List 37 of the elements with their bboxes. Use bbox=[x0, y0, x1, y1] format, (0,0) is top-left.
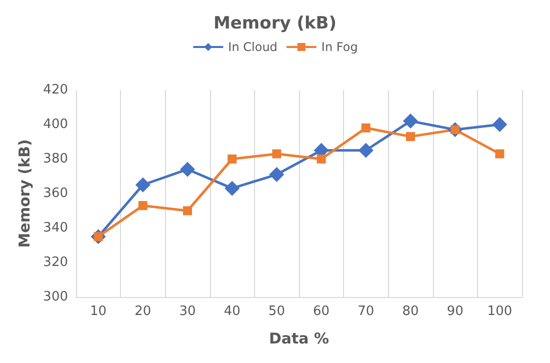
y-tick-label: 300 bbox=[43, 290, 68, 304]
point bbox=[358, 142, 374, 158]
legend-label: In Cloud bbox=[228, 40, 278, 54]
y-tick-label: 320 bbox=[43, 255, 68, 270]
point bbox=[224, 180, 240, 196]
x-tick-label: 80 bbox=[402, 304, 419, 319]
y-tick-label: 340 bbox=[43, 220, 68, 236]
chart-title: Memory (kB) bbox=[213, 14, 337, 34]
x-tick-label: 60 bbox=[313, 304, 330, 319]
y-tick-label: 420 bbox=[43, 82, 68, 98]
x-tick-label: 100 bbox=[487, 304, 512, 319]
x-tick-label: 10 bbox=[90, 304, 107, 319]
point bbox=[403, 114, 418, 129]
point bbox=[272, 149, 282, 158]
x-tick-label: 40 bbox=[224, 304, 240, 319]
x-axis-title: Data % bbox=[268, 330, 330, 348]
y-tick-label: 360 bbox=[43, 186, 68, 201]
y-tick-label: 380 bbox=[43, 152, 68, 166]
y-tick-label: 400 bbox=[43, 117, 68, 132]
x-tick-label: 20 bbox=[134, 304, 152, 319]
point bbox=[316, 154, 326, 164]
point bbox=[228, 154, 237, 164]
x-tick-label: 50 bbox=[268, 304, 285, 319]
x-tick-label: 30 bbox=[179, 304, 196, 319]
y-axis-title: Memory (kB) bbox=[16, 139, 34, 248]
point bbox=[492, 117, 508, 132]
point bbox=[180, 162, 195, 177]
point bbox=[135, 177, 150, 192]
point bbox=[495, 149, 504, 158]
x-tick-label: 90 bbox=[446, 304, 464, 319]
point bbox=[138, 201, 148, 210]
point bbox=[269, 167, 284, 182]
legend-label: In Fog bbox=[321, 40, 358, 54]
point bbox=[183, 206, 192, 216]
point bbox=[406, 132, 415, 142]
point bbox=[361, 123, 370, 132]
x-tick-label: 70 bbox=[358, 304, 374, 319]
